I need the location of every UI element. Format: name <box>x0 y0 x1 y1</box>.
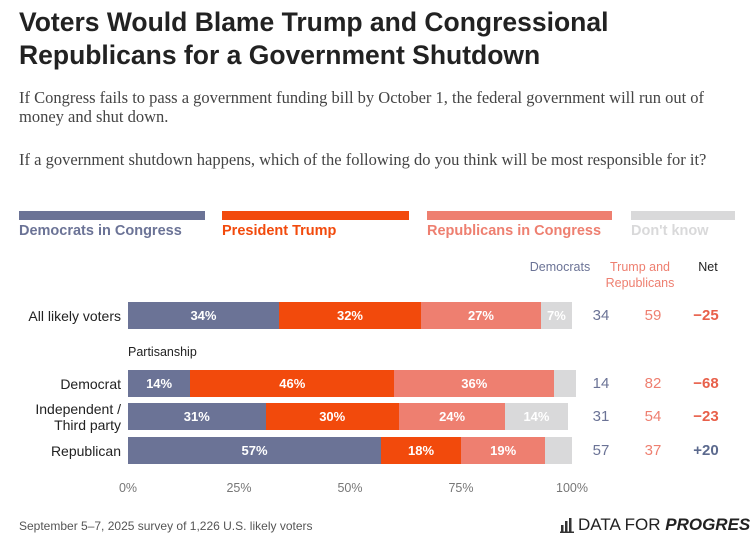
democrats-value: 31 <box>592 408 610 425</box>
row-label: Republican <box>50 442 121 459</box>
row-label: All likely voters <box>28 307 121 324</box>
bar-segment <box>545 437 572 464</box>
democrats-value: 14 <box>592 375 610 392</box>
bar-segment <box>505 403 568 430</box>
data-label: 18% <box>408 443 435 458</box>
legend-swatch <box>222 211 409 220</box>
column-header: Trump and Republicans <box>605 260 675 290</box>
group-label: Partisanship <box>128 345 197 359</box>
democrats-value: 57 <box>592 442 610 459</box>
logo-text-bold: PROGRESS <box>665 515 750 534</box>
legend-swatch <box>631 211 735 220</box>
x-tick-label: 25% <box>226 481 252 495</box>
title: Voters Would Blame Trump and Congression… <box>19 7 609 70</box>
trump-republicans-value: 82 <box>644 375 662 392</box>
bar-segment <box>461 437 546 464</box>
question-text: If a government shutdown happens, which … <box>19 150 707 169</box>
net-value: +20 <box>693 442 719 459</box>
column-header: Net <box>698 260 718 274</box>
bar-segment <box>128 370 191 397</box>
bar-segment <box>265 403 399 430</box>
bar-segment <box>421 302 541 329</box>
x-tick-label: 75% <box>448 481 474 495</box>
bar-segment <box>128 302 279 329</box>
trump-republicans-value: 54 <box>644 408 662 425</box>
data-label: 14% <box>523 409 550 424</box>
legend-label: Republicans in Congress <box>427 223 602 239</box>
bar-segment <box>540 302 572 329</box>
data-label: 46% <box>279 376 306 391</box>
legend-label: Don't know <box>631 223 709 239</box>
legend-label: President Trump <box>222 223 337 239</box>
column-header: Democrats <box>529 260 591 274</box>
data-label: 32% <box>336 308 363 323</box>
bar-segment <box>554 370 577 397</box>
row-label: Independent / Third party <box>35 400 121 433</box>
logo: DATA FOR PROGRESS <box>578 515 750 535</box>
data-label: 24% <box>439 409 466 424</box>
x-tick-label: 0% <box>118 481 138 495</box>
data-label: 34% <box>190 308 217 323</box>
net-value: −23 <box>693 408 719 425</box>
data-label: 31% <box>183 409 210 424</box>
data-label: 30% <box>319 409 346 424</box>
intro-text: If Congress fails to pass a government f… <box>19 88 705 126</box>
net-value: −25 <box>693 307 719 324</box>
bar-segment <box>278 302 422 329</box>
net-value: −68 <box>693 375 719 392</box>
x-tick-label: 50% <box>337 481 363 495</box>
legend-label: Democrats in Congress <box>19 223 182 239</box>
data-label: 57% <box>241 443 268 458</box>
bar-segment <box>128 437 382 464</box>
footer-note: September 5–7, 2025 survey of 1,226 U.S.… <box>19 519 313 533</box>
bar-segment <box>394 370 555 397</box>
bar-segment <box>190 370 395 397</box>
data-label: 36% <box>461 376 488 391</box>
data-label: 27% <box>467 308 494 323</box>
data-label: 14% <box>146 376 173 391</box>
democrats-value: 34 <box>592 307 610 324</box>
trump-republicans-value: 37 <box>644 442 662 459</box>
row-label: Democrat <box>60 375 121 392</box>
bar-segment <box>128 403 266 430</box>
legend-swatch <box>427 211 612 220</box>
data-label: 7% <box>547 308 566 323</box>
legend-swatch <box>19 211 205 220</box>
logo-text: DATA FOR <box>578 515 661 534</box>
bar-segment <box>398 403 506 430</box>
data-label: 19% <box>490 443 517 458</box>
x-tick-label: 100% <box>556 481 588 495</box>
trump-republicans-value: 59 <box>644 307 662 324</box>
logo-icon <box>560 518 574 533</box>
bar-segment <box>381 437 461 464</box>
